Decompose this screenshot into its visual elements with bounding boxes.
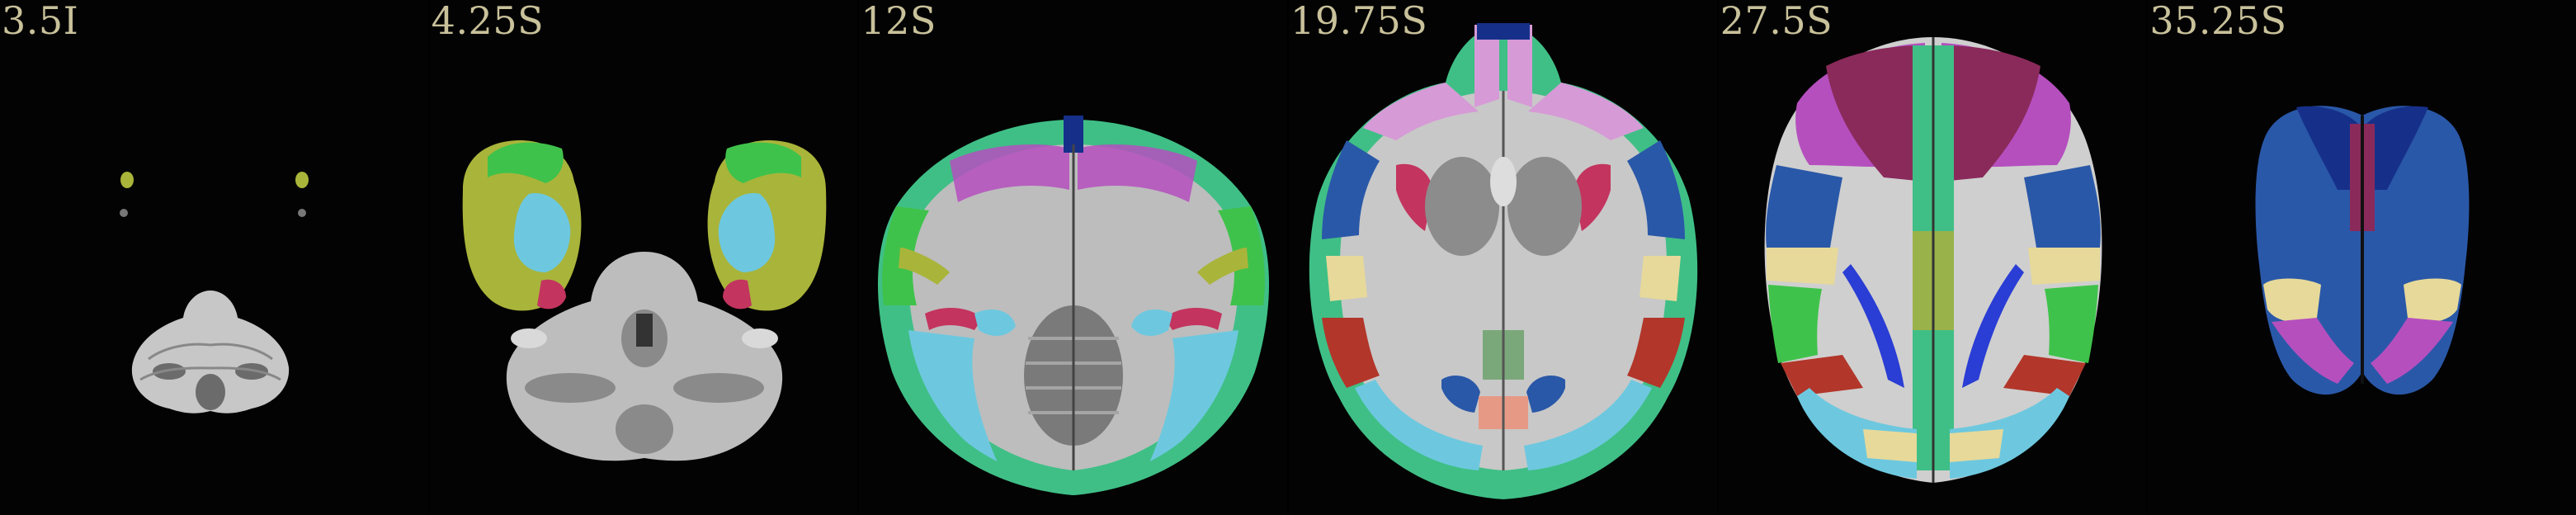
slice-panel-1: 3.5I (0, 0, 428, 515)
brain-slice-image (462, 140, 826, 461)
brain-slice-image (1309, 23, 1698, 499)
slice-panel-4: 19.75S (1287, 0, 1717, 515)
brain-slice-image (1764, 37, 2102, 483)
slice-label: 12S (861, 0, 937, 43)
slice-panel-6: 35.25S (2146, 0, 2576, 515)
brain-slice-image (878, 116, 1270, 495)
slice-panel-3: 12S (857, 0, 1288, 515)
slice-label: 3.5I (2, 0, 79, 43)
brain-slice-image (120, 172, 309, 413)
slice-panel-5: 27.5S (1716, 0, 2147, 515)
brain-slice-image (2255, 106, 2470, 395)
slice-panel-2: 4.25S (427, 0, 858, 515)
slice-label: 35.25S (2149, 0, 2287, 43)
slice-label: 19.75S (1290, 0, 1428, 43)
slice-label: 4.25S (431, 0, 545, 43)
slice-label: 27.5S (1720, 0, 1833, 43)
